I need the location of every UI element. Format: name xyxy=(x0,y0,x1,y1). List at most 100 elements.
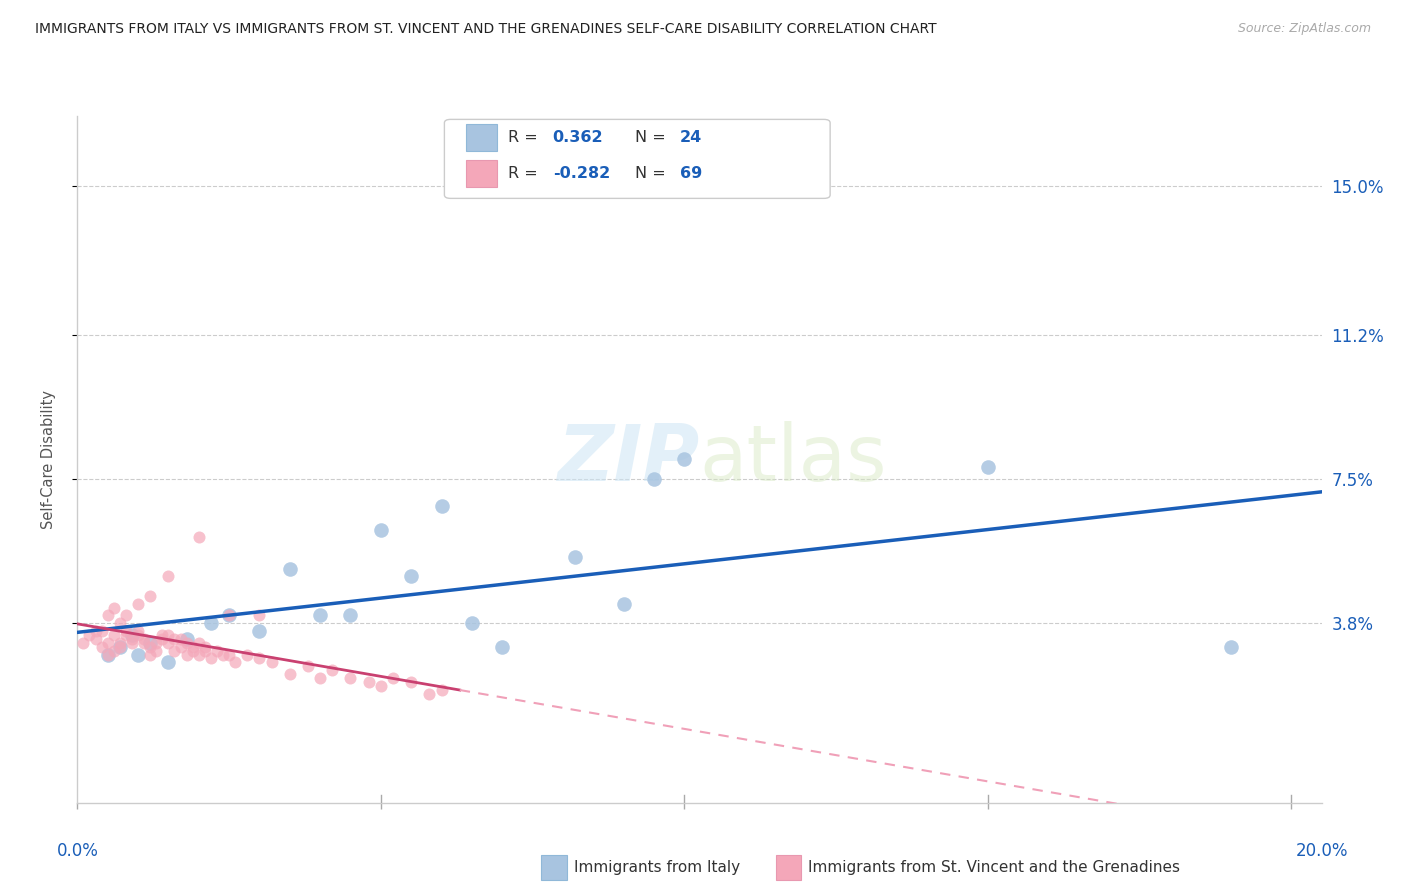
Point xyxy=(90,624,112,639)
Point xyxy=(297,659,319,673)
Text: atlas: atlas xyxy=(700,421,887,498)
Point xyxy=(132,636,155,650)
Point xyxy=(399,569,422,583)
Point xyxy=(194,643,217,657)
Point xyxy=(90,640,112,654)
Point xyxy=(157,569,180,583)
Point xyxy=(673,452,696,467)
Point xyxy=(157,655,180,669)
Point xyxy=(79,628,101,642)
Point xyxy=(200,651,222,665)
Point xyxy=(115,628,138,642)
Point xyxy=(103,628,125,642)
Point xyxy=(491,640,513,654)
Point xyxy=(1219,640,1241,654)
FancyBboxPatch shape xyxy=(465,124,496,152)
Text: Immigrants from Italy: Immigrants from Italy xyxy=(574,860,740,874)
Point xyxy=(127,624,149,639)
Y-axis label: Self-Care Disability: Self-Care Disability xyxy=(42,390,56,529)
Point xyxy=(249,651,271,665)
Text: 20.0%: 20.0% xyxy=(1295,842,1348,860)
Text: N =: N = xyxy=(634,130,671,145)
Text: 24: 24 xyxy=(679,130,702,145)
Point xyxy=(115,608,138,623)
Text: Source: ZipAtlas.com: Source: ZipAtlas.com xyxy=(1237,22,1371,36)
Point xyxy=(163,632,186,646)
Point xyxy=(218,648,240,662)
Point xyxy=(127,628,149,642)
Point xyxy=(370,523,392,537)
Text: 0.0%: 0.0% xyxy=(56,842,98,860)
Point xyxy=(84,632,107,646)
Text: 0.362: 0.362 xyxy=(553,130,603,145)
Text: ZIP: ZIP xyxy=(557,421,700,498)
Point xyxy=(564,549,586,564)
Point xyxy=(194,640,217,654)
Point xyxy=(103,600,125,615)
Point xyxy=(108,616,131,631)
Point xyxy=(108,636,131,650)
Point xyxy=(249,608,271,623)
Point xyxy=(139,636,162,650)
Point xyxy=(139,640,162,654)
FancyBboxPatch shape xyxy=(444,120,830,198)
Text: 69: 69 xyxy=(679,166,702,181)
Point xyxy=(121,628,143,642)
Point xyxy=(278,562,301,576)
Point xyxy=(121,636,143,650)
Point xyxy=(309,608,332,623)
Point xyxy=(139,589,162,603)
Point xyxy=(461,616,484,631)
Point xyxy=(430,500,453,514)
Point xyxy=(157,636,180,650)
Point xyxy=(132,632,155,646)
Point xyxy=(205,643,228,657)
Point xyxy=(176,636,198,650)
Point xyxy=(613,597,636,611)
Point xyxy=(97,608,120,623)
Point xyxy=(187,636,209,650)
Point xyxy=(150,628,173,642)
Text: R =: R = xyxy=(508,130,543,145)
Point xyxy=(163,643,186,657)
Text: IMMIGRANTS FROM ITALY VS IMMIGRANTS FROM ST. VINCENT AND THE GRENADINES SELF-CAR: IMMIGRANTS FROM ITALY VS IMMIGRANTS FROM… xyxy=(35,22,936,37)
Point xyxy=(127,597,149,611)
Point xyxy=(260,655,283,669)
Text: -0.282: -0.282 xyxy=(553,166,610,181)
Point xyxy=(139,648,162,662)
Text: N =: N = xyxy=(634,166,671,181)
Point xyxy=(977,460,1000,475)
Point xyxy=(157,628,180,642)
Point xyxy=(218,608,240,623)
Point xyxy=(72,636,94,650)
Point xyxy=(121,632,143,646)
Point xyxy=(115,624,138,639)
Point xyxy=(187,648,209,662)
Point xyxy=(643,472,665,486)
Point xyxy=(249,624,271,639)
Point xyxy=(321,663,343,677)
Point xyxy=(176,648,198,662)
Point xyxy=(381,671,404,685)
Point xyxy=(309,671,332,685)
FancyBboxPatch shape xyxy=(465,160,496,187)
Point xyxy=(97,636,120,650)
Point xyxy=(169,632,191,646)
Point xyxy=(97,648,120,662)
Point xyxy=(236,648,259,662)
Point xyxy=(176,632,198,646)
Point xyxy=(181,640,204,654)
Point xyxy=(187,530,209,544)
Point xyxy=(169,640,191,654)
Point xyxy=(145,643,167,657)
Point xyxy=(150,632,173,646)
Point xyxy=(370,679,392,693)
Point xyxy=(430,682,453,697)
Point xyxy=(103,643,125,657)
Point xyxy=(357,674,380,689)
Point xyxy=(108,640,131,654)
Point xyxy=(224,655,246,669)
Text: Immigrants from St. Vincent and the Grenadines: Immigrants from St. Vincent and the Gren… xyxy=(808,860,1181,874)
Point xyxy=(84,624,107,639)
Point xyxy=(127,648,149,662)
